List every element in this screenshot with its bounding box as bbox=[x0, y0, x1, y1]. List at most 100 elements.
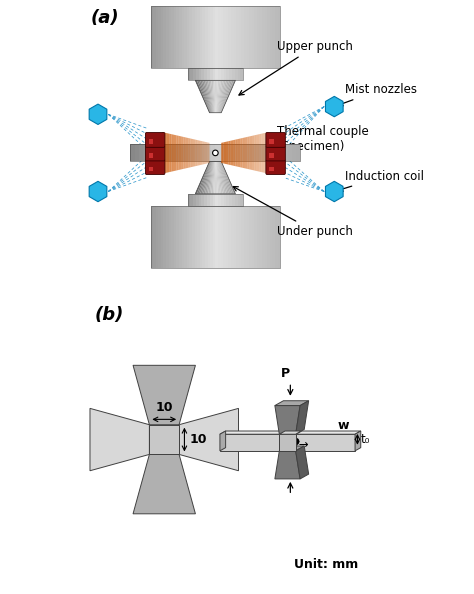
Polygon shape bbox=[355, 431, 361, 451]
Text: Thermal couple
(Specimen): Thermal couple (Specimen) bbox=[223, 125, 369, 154]
Bar bbox=[224, 68, 227, 80]
Polygon shape bbox=[279, 431, 301, 434]
Bar bbox=[232, 144, 237, 162]
Bar bbox=[147, 144, 152, 162]
Polygon shape bbox=[275, 451, 300, 479]
FancyBboxPatch shape bbox=[266, 132, 285, 147]
Polygon shape bbox=[213, 80, 215, 113]
Polygon shape bbox=[252, 135, 255, 170]
Polygon shape bbox=[259, 134, 262, 172]
Bar bbox=[215, 68, 218, 80]
Bar bbox=[223, 206, 226, 268]
Bar bbox=[130, 144, 301, 162]
Bar bbox=[199, 68, 201, 80]
Polygon shape bbox=[211, 80, 215, 113]
Polygon shape bbox=[279, 446, 304, 451]
Polygon shape bbox=[164, 132, 167, 173]
Polygon shape bbox=[257, 134, 259, 172]
Bar bbox=[224, 194, 227, 206]
Bar bbox=[164, 6, 166, 68]
Polygon shape bbox=[195, 80, 210, 113]
Bar bbox=[215, 6, 218, 68]
Bar bbox=[207, 68, 210, 80]
Polygon shape bbox=[275, 401, 309, 406]
Bar bbox=[182, 6, 184, 68]
Polygon shape bbox=[296, 431, 361, 434]
FancyBboxPatch shape bbox=[266, 146, 285, 161]
Bar bbox=[210, 6, 213, 68]
Polygon shape bbox=[245, 137, 247, 169]
Bar bbox=[266, 144, 271, 162]
Polygon shape bbox=[221, 80, 236, 113]
Bar bbox=[273, 206, 275, 268]
Bar bbox=[275, 6, 278, 68]
Text: 10: 10 bbox=[190, 433, 207, 446]
Bar bbox=[190, 6, 192, 68]
Bar bbox=[271, 144, 275, 162]
Bar bbox=[237, 144, 241, 162]
Bar bbox=[215, 206, 218, 268]
Bar bbox=[208, 206, 210, 268]
Polygon shape bbox=[205, 142, 207, 164]
Polygon shape bbox=[217, 80, 221, 113]
Bar bbox=[254, 6, 257, 68]
Bar bbox=[229, 68, 232, 80]
Polygon shape bbox=[203, 162, 212, 194]
Bar bbox=[202, 6, 205, 68]
Bar bbox=[264, 6, 267, 68]
Bar bbox=[249, 144, 254, 162]
Polygon shape bbox=[220, 434, 279, 451]
Bar bbox=[245, 144, 249, 162]
Polygon shape bbox=[326, 181, 343, 202]
Bar bbox=[258, 144, 262, 162]
Bar bbox=[213, 68, 215, 80]
Polygon shape bbox=[162, 132, 164, 174]
Polygon shape bbox=[207, 143, 210, 163]
FancyBboxPatch shape bbox=[146, 146, 165, 161]
Bar bbox=[184, 6, 187, 68]
Polygon shape bbox=[221, 162, 236, 194]
Bar bbox=[234, 6, 236, 68]
Polygon shape bbox=[208, 80, 214, 113]
Bar bbox=[229, 194, 232, 206]
Bar bbox=[207, 194, 210, 206]
Bar bbox=[259, 206, 262, 268]
Bar bbox=[239, 6, 241, 68]
Polygon shape bbox=[275, 406, 300, 434]
Bar bbox=[236, 206, 239, 268]
Bar bbox=[235, 68, 237, 80]
Bar bbox=[160, 144, 164, 162]
Bar bbox=[218, 6, 220, 68]
Bar bbox=[148, 167, 153, 172]
Text: (a): (a) bbox=[90, 10, 119, 27]
Bar bbox=[205, 6, 208, 68]
Bar bbox=[188, 194, 191, 206]
Bar bbox=[241, 144, 245, 162]
Bar bbox=[228, 206, 231, 268]
Bar bbox=[155, 206, 158, 268]
Polygon shape bbox=[133, 365, 195, 425]
Polygon shape bbox=[200, 80, 211, 113]
Bar bbox=[226, 206, 228, 268]
Bar bbox=[210, 206, 213, 268]
Polygon shape bbox=[219, 80, 229, 113]
Polygon shape bbox=[149, 425, 179, 454]
Bar bbox=[221, 68, 224, 80]
Bar bbox=[296, 144, 301, 162]
Polygon shape bbox=[218, 80, 226, 113]
FancyBboxPatch shape bbox=[266, 160, 285, 175]
Bar bbox=[264, 206, 267, 268]
Text: Induction coil: Induction coil bbox=[338, 169, 424, 191]
Bar bbox=[257, 206, 259, 268]
Polygon shape bbox=[208, 162, 214, 194]
Bar bbox=[244, 206, 246, 268]
Text: t₀: t₀ bbox=[361, 433, 370, 446]
Bar bbox=[169, 144, 173, 162]
Bar bbox=[202, 206, 205, 268]
Bar bbox=[213, 206, 215, 268]
Bar bbox=[278, 6, 280, 68]
Polygon shape bbox=[207, 80, 213, 113]
Polygon shape bbox=[202, 141, 205, 165]
Bar bbox=[278, 206, 280, 268]
Text: (b): (b) bbox=[94, 306, 124, 324]
